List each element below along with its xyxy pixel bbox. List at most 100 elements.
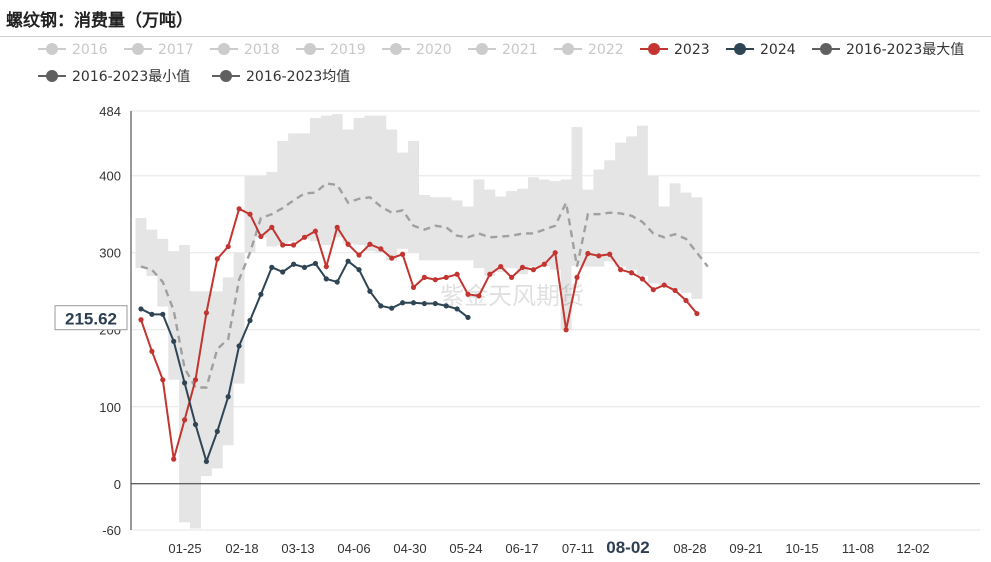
- legend-label: 2022: [588, 42, 624, 58]
- data-point-2024: [323, 276, 329, 282]
- data-point-2024: [400, 300, 406, 306]
- legend-marker: [390, 43, 402, 55]
- legend-item-2021[interactable]: 2021: [468, 42, 538, 58]
- legend-item-2016[interactable]: 2016: [38, 42, 108, 58]
- data-point-2024: [301, 264, 308, 270]
- data-point-2023: [356, 252, 362, 258]
- data-point-2023: [487, 271, 493, 277]
- legend-item-2023[interactable]: 2023: [640, 42, 710, 58]
- data-point-2023: [672, 287, 678, 294]
- data-point-2024: [334, 279, 340, 285]
- data-point-2023: [323, 263, 329, 270]
- x-tick-label: 04-06: [337, 541, 370, 556]
- legend-item-2020[interactable]: 2020: [382, 42, 452, 58]
- title-divider: [0, 36, 991, 37]
- data-point-2024: [345, 258, 351, 264]
- legend-label: 2023: [674, 42, 710, 58]
- data-point-2023: [291, 242, 297, 248]
- x-tick-label: 12-02: [896, 541, 929, 556]
- data-point-2023: [465, 291, 471, 297]
- x-tick-label: 04-30: [393, 541, 426, 556]
- legend-marker: [304, 43, 316, 55]
- legend-label: 2017: [158, 42, 194, 58]
- data-point-2023: [203, 310, 209, 316]
- y-tick-label: -60: [102, 523, 121, 538]
- data-point-2024: [258, 291, 264, 297]
- series-line-2023: [140, 207, 698, 460]
- data-point-2023: [138, 317, 144, 323]
- data-point-2023: [552, 250, 558, 256]
- data-point-2023: [563, 327, 569, 333]
- legend-item-2017[interactable]: 2017: [124, 42, 194, 58]
- legend-label: 2016-2023最小值: [72, 69, 190, 85]
- data-point-2023: [171, 456, 177, 462]
- data-point-2023: [247, 211, 253, 217]
- legend-label: 2019: [330, 42, 366, 58]
- data-point-2023: [694, 310, 700, 317]
- data-point-2024: [171, 338, 177, 344]
- data-point-2023: [574, 274, 580, 280]
- legend-marker: [46, 43, 58, 55]
- data-point-2023: [334, 224, 340, 230]
- legend-item-2019[interactable]: 2019: [296, 42, 366, 58]
- legend-item-2016-2023最小值[interactable]: 2016-2023最小值: [38, 69, 190, 85]
- y-tick-label: 0: [114, 477, 121, 492]
- data-point-2023: [149, 348, 155, 354]
- y-tick-label: 100: [99, 400, 121, 415]
- data-point-2023: [683, 297, 689, 304]
- legend-marker: [820, 43, 832, 55]
- data-point-2023: [421, 274, 427, 280]
- data-point-2023: [541, 261, 547, 267]
- y-tick-label: 300: [99, 246, 121, 261]
- data-point-2023: [214, 256, 220, 262]
- data-point-2023: [454, 271, 460, 277]
- y-pointer-box: [54, 305, 128, 331]
- data-point-2024: [443, 303, 449, 309]
- legend-marker: [220, 70, 232, 82]
- data-point-2023: [258, 233, 264, 240]
- data-point-2023: [607, 251, 613, 257]
- data-point-2024: [182, 380, 188, 386]
- x-tick-label: 08-28: [673, 541, 706, 556]
- data-point-2023: [182, 417, 188, 423]
- legend-item-2022[interactable]: 2022: [554, 42, 624, 58]
- legend-marker: [132, 43, 144, 55]
- max-min-range-band: [135, 114, 703, 529]
- average-series-line: [140, 182, 709, 389]
- x-tick-label: 03-13: [281, 541, 314, 556]
- legend-label: 2020: [416, 42, 452, 58]
- data-point-2024: [280, 269, 286, 275]
- data-point-2023: [367, 241, 373, 247]
- legend-item-2016-2023均值[interactable]: 2016-2023均值: [212, 69, 350, 85]
- data-point-2023: [410, 284, 417, 290]
- data-point-2023: [628, 270, 635, 276]
- data-point-2023: [236, 206, 242, 212]
- data-point-2023: [160, 377, 166, 383]
- data-point-2024: [269, 264, 275, 270]
- x-tick-label: 09-21: [729, 541, 762, 556]
- data-point-2024: [160, 311, 166, 317]
- legend-item-2018[interactable]: 2018: [210, 42, 280, 58]
- legend-item-2024[interactable]: 2024: [726, 42, 796, 58]
- legend-marker: [734, 43, 746, 55]
- data-point-2023: [498, 263, 504, 270]
- legend-label: 2016: [72, 42, 108, 58]
- legend-label: 2016-2023均值: [246, 69, 350, 85]
- data-point-2023: [225, 243, 231, 250]
- legend-label: 2016-2023最大值: [846, 42, 964, 58]
- legend-marker: [562, 43, 574, 55]
- data-point-2024: [454, 306, 460, 312]
- data-point-2024: [138, 306, 144, 312]
- data-point-2023: [400, 251, 406, 257]
- data-point-2023: [519, 264, 526, 270]
- x-tick-label: 05-24: [449, 541, 482, 556]
- data-point-2023: [661, 282, 667, 288]
- legend-item-2016-2023最大值[interactable]: 2016-2023最大值: [812, 42, 964, 58]
- x-tick-label: 01-25: [168, 541, 201, 556]
- x-tick-label-highlight: 08-02: [606, 538, 649, 557]
- data-point-2024: [378, 303, 384, 309]
- data-point-2024: [389, 305, 395, 311]
- data-point-2024: [291, 261, 297, 267]
- data-point-2023: [378, 246, 384, 252]
- legend-marker: [46, 70, 58, 82]
